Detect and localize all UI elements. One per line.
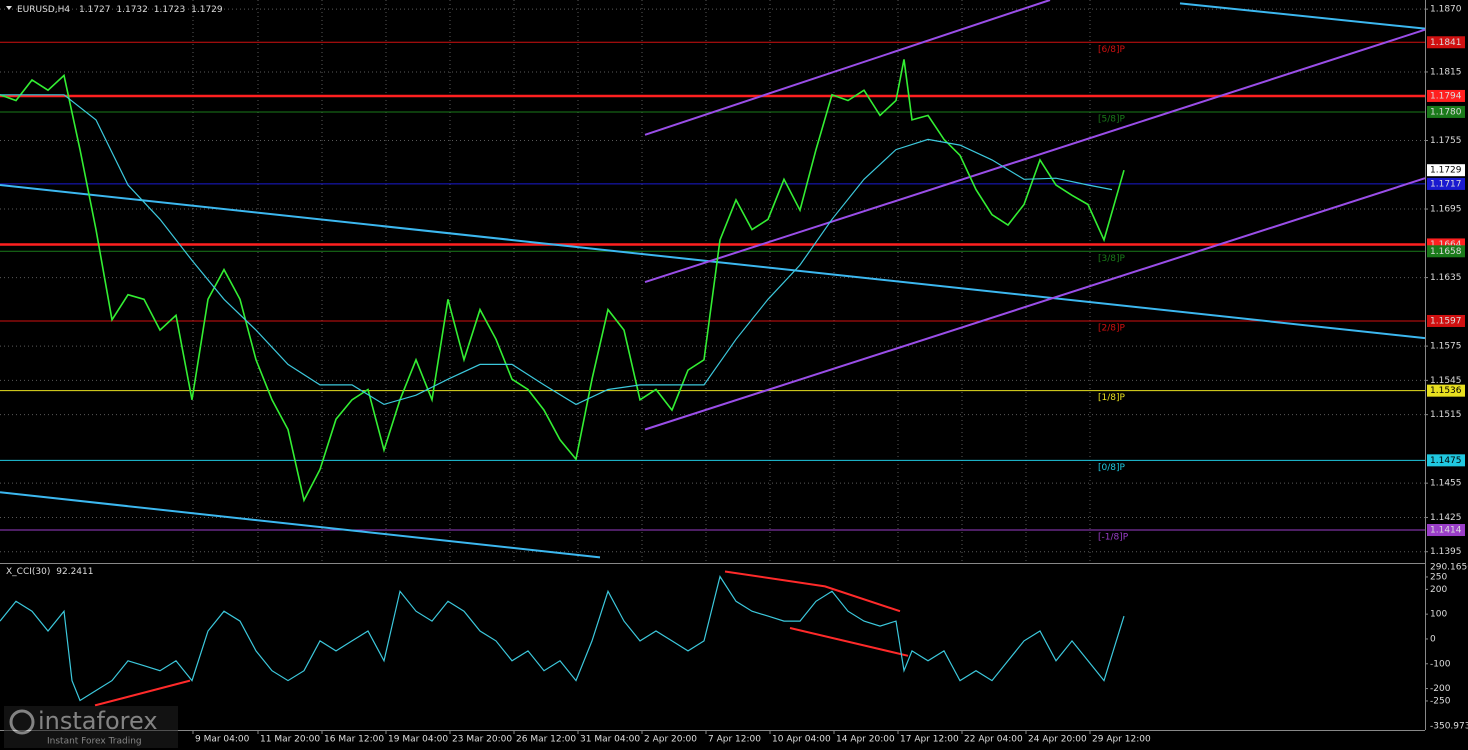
y-tick-label: 1.1870	[1430, 5, 1462, 15]
x-tick-label: 23 Mar 20:00	[452, 735, 512, 745]
current-price-box	[1427, 164, 1465, 177]
trend-line	[644, 177, 1426, 431]
y-limit-label: -350.973	[1430, 722, 1468, 732]
watermark-brand: instaforex	[38, 707, 158, 735]
y-tick-label: -250	[1430, 696, 1451, 706]
x-tick-label: 29 Apr 12:00	[1092, 735, 1151, 745]
y-limit-label: 290.1656	[1430, 563, 1468, 573]
y-tick-label: -200	[1430, 684, 1451, 694]
level-price-box	[1427, 245, 1465, 258]
y-tick-label: 1.1755	[1430, 136, 1462, 146]
y-tick-label: 1.1425	[1430, 513, 1462, 523]
x-tick-label: 7 Apr 12:00	[708, 735, 761, 745]
level-name: [0/8]P	[1098, 463, 1126, 473]
trend-line	[644, 28, 1426, 284]
symbol-header: EURUSD,H4 1.1727 1.1732 1.1723 1.1729	[17, 5, 223, 15]
x-tick-label: 31 Mar 04:00	[580, 735, 640, 745]
level-name: [3/8]P	[1098, 254, 1126, 264]
level-name: [6/8]P	[1098, 45, 1126, 55]
indicator-header: X_CCI(30) 92.2411	[6, 567, 93, 577]
trend-line	[1179, 2, 1426, 30]
x-tick-label: 9 Mar 04:00	[195, 735, 250, 745]
x-tick-label: 24 Apr 20:00	[1028, 735, 1087, 745]
level-price-label: 1.1536	[1430, 386, 1462, 396]
level-price-label: 1.1794	[1430, 91, 1462, 101]
x-tick-label: 22 Apr 04:00	[964, 735, 1023, 745]
level-price-box	[1427, 384, 1465, 397]
y-tick-label: 250	[1430, 572, 1447, 582]
level-name: [2/8]P	[1098, 323, 1126, 333]
symbol: EURUSD,H4	[17, 5, 70, 15]
y-tick-label: 1.1635	[1430, 273, 1462, 283]
y-tick-label: 1.1815	[1430, 67, 1462, 77]
watermark: instaforex Instant Forex Trading	[4, 706, 178, 748]
y-tick-label: 1.1545	[1430, 376, 1462, 386]
level-price-box	[1427, 36, 1465, 49]
level-price-label: 1.1664	[1430, 240, 1462, 250]
x-tick-label: 14 Apr 20:00	[836, 735, 895, 745]
watermark-tagline: Instant Forex Trading	[47, 737, 142, 747]
level-price-label: 1.1658	[1430, 247, 1462, 257]
x-tick-label: 19 Mar 04:00	[388, 735, 448, 745]
x-tick-label: 2 Apr 20:00	[644, 735, 697, 745]
indicator-value: 92.2411	[56, 567, 93, 577]
quote-high: 1.1732	[116, 5, 148, 15]
watermark-icon	[9, 709, 35, 735]
level-price-box	[1427, 524, 1465, 537]
y-tick-label: 1.1395	[1430, 547, 1462, 557]
level-price-box	[1427, 105, 1465, 118]
current-price-label: 1.1729	[1430, 166, 1462, 176]
y-tick-label: 1.1575	[1430, 342, 1462, 352]
level-price-box	[1427, 177, 1465, 190]
x-tick-label: 10 Apr 04:00	[772, 735, 831, 745]
level-price-label: 1.1780	[1430, 107, 1462, 117]
quote-open: 1.1727	[79, 5, 111, 15]
x-tick-label: 16 Mar 12:00	[324, 735, 384, 745]
level-price-box	[1427, 89, 1465, 102]
level-price-box	[1427, 454, 1465, 467]
level-name: [1/8]P	[1098, 393, 1126, 403]
x-tick-label: 17 Apr 12:00	[900, 735, 959, 745]
y-tick-label: 200	[1430, 585, 1447, 595]
level-name: [-1/8]P	[1098, 533, 1129, 543]
x-tick-label: 11 Mar 20:00	[260, 735, 320, 745]
series-line	[0, 94, 1113, 406]
indicator-name: X_CCI(30)	[6, 567, 50, 577]
level-price-label: 1.1414	[1430, 526, 1462, 536]
trend-line	[644, 0, 1051, 136]
trend-line	[0, 491, 601, 559]
trend-line	[0, 184, 1426, 340]
y-tick-label: 1.1455	[1430, 479, 1462, 489]
level-price-box	[1427, 314, 1465, 327]
price-line	[0, 59, 1125, 503]
level-name: [5/8]P	[1098, 114, 1126, 124]
trend-line	[724, 570, 901, 613]
quote-close: 1.1729	[191, 5, 223, 15]
trend-line	[789, 627, 909, 657]
y-tick-label: 0	[1430, 634, 1436, 644]
level-price-label: 1.1717	[1430, 179, 1462, 189]
quote-low: 1.1723	[154, 5, 186, 15]
plot-background	[0, 0, 1425, 750]
level-price-label: 1.1597	[1430, 316, 1462, 326]
trend-line	[94, 679, 191, 707]
level-price-label: 1.1475	[1430, 456, 1462, 466]
y-tick-label: 100	[1430, 610, 1447, 620]
series-line	[0, 575, 1125, 702]
y-tick-label: 1.1515	[1430, 410, 1462, 420]
x-tick-label: 26 Mar 12:00	[516, 735, 576, 745]
y-tick-label: -100	[1430, 659, 1451, 669]
y-tick-label: 1.1695	[1430, 205, 1462, 215]
level-price-label: 1.1841	[1430, 38, 1462, 48]
menu-arrow	[6, 6, 12, 10]
